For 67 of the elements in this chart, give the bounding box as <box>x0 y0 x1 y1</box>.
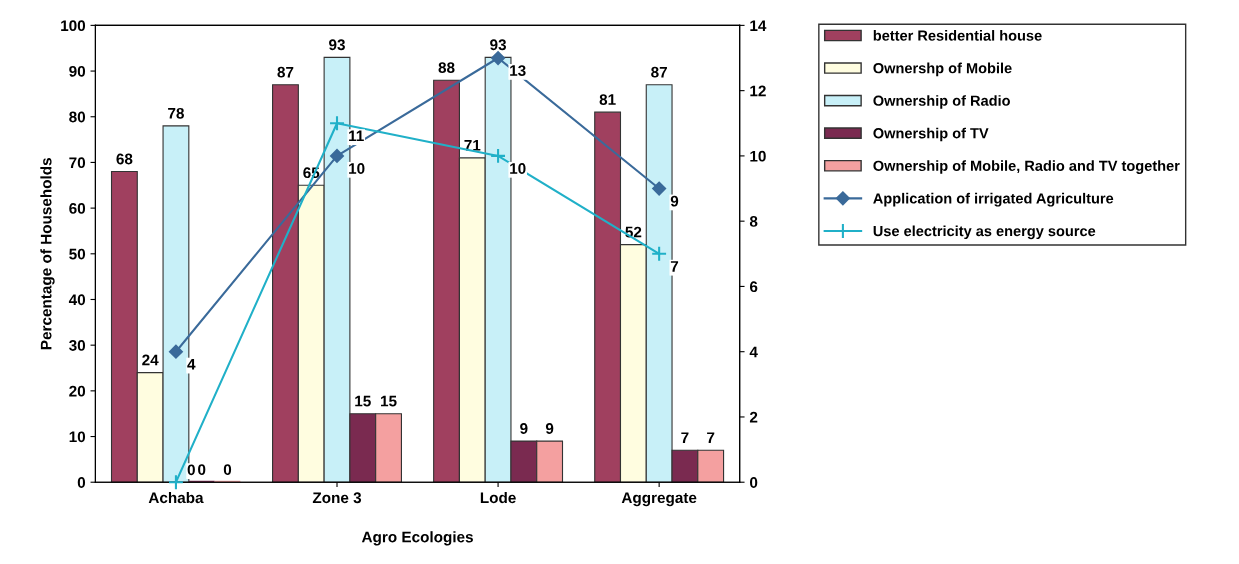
y2-tick-label: 4 <box>749 346 758 358</box>
x-tick-label: Achaba <box>148 491 204 504</box>
legend-label: Ownership of Mobile, Radio and TV together <box>873 160 1180 174</box>
data-label: 9 <box>520 423 528 434</box>
data-label: 7 <box>670 261 679 272</box>
data-label: 0 <box>223 464 232 476</box>
point <box>490 147 507 164</box>
data-label: 88 <box>438 62 455 74</box>
data-label: 24 <box>142 354 159 366</box>
data-label: 10 <box>349 163 365 174</box>
point <box>167 474 184 491</box>
data-label: 71 <box>464 140 481 151</box>
y-tick-label: 100 <box>61 20 86 32</box>
y-axis-title: Percentage of Households <box>40 158 55 350</box>
point <box>329 115 345 132</box>
y2-tick-label: 8 <box>749 216 758 227</box>
data-label: 93 <box>329 39 345 51</box>
data-label: 15 <box>381 395 397 407</box>
x-tick-label: Aggregate <box>621 492 697 507</box>
legend-label: Application of irrigated Agriculture <box>873 192 1114 207</box>
y-tick-label: 60 <box>69 202 86 214</box>
data-label: 0 <box>198 464 206 476</box>
point <box>652 181 667 196</box>
x-axis-title: Agro Ecologies <box>361 531 473 546</box>
data-label: 9 <box>545 423 554 434</box>
y2-tick-label: 12 <box>750 85 766 97</box>
legend-label: Ownership of TV <box>873 127 989 142</box>
y-tick-label: 10 <box>69 431 86 443</box>
data-label: 52 <box>625 226 642 238</box>
data-label: 87 <box>651 66 667 78</box>
y2-tick-label: 6 <box>749 281 758 293</box>
y-tick-label: 80 <box>69 111 86 123</box>
x-tick-label: Zone 3 <box>312 492 362 504</box>
y-tick-label: 0 <box>77 477 86 488</box>
y2-tick-label: 10 <box>750 150 766 162</box>
legend-label: Use electricity as energy source <box>873 225 1096 240</box>
data-label: 78 <box>168 107 184 119</box>
data-label: 7 <box>681 432 689 443</box>
legend-label: better Residential house <box>873 30 1042 41</box>
data-label: 0 <box>187 464 195 476</box>
data-label: 11 <box>349 130 364 142</box>
y-tick-label: 40 <box>68 294 86 306</box>
point <box>330 148 344 163</box>
data-label: 7 <box>707 432 715 443</box>
data-label: 87 <box>277 66 294 78</box>
y2-tick-label: 14 <box>750 20 767 31</box>
y-tick-label: 90 <box>69 65 86 77</box>
x-tick-label: Lode <box>480 491 516 504</box>
point <box>491 51 506 65</box>
point <box>651 245 668 262</box>
y2-tick-label: 2 <box>749 411 758 423</box>
data-label: 68 <box>116 153 133 165</box>
y-tick-label: 70 <box>69 157 86 169</box>
data-label: 4 <box>187 359 196 370</box>
point <box>169 344 183 359</box>
y2-tick-label: 0 <box>750 477 758 488</box>
legend-label: Ownershp of Mobile <box>873 62 1012 77</box>
data-label: 9 <box>670 195 679 207</box>
data-label: 15 <box>355 395 371 407</box>
y-tick-label: 50 <box>69 248 86 260</box>
legend-label: Ownership of Radio <box>873 95 1010 109</box>
data-label: 81 <box>599 94 616 105</box>
data-label: 93 <box>490 39 507 51</box>
y-tick-label: 20 <box>69 385 86 397</box>
data-label: 10 <box>510 163 526 174</box>
data-label: 13 <box>510 65 526 77</box>
y-tick-label: 30 <box>69 340 86 351</box>
